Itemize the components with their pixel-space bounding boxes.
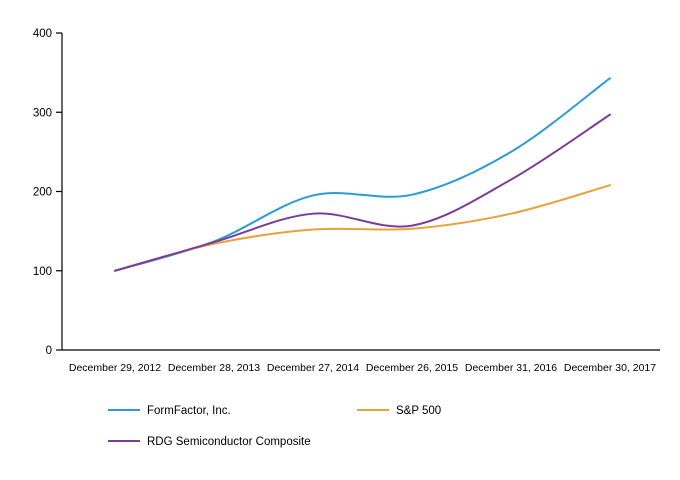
series-line-s-p-500 [114,184,611,272]
y-axis-tick-label: 0 [46,345,52,357]
x-axis-tick-label: December 26, 2015 [366,362,458,374]
x-axis-tick-label: December 30, 2017 [564,362,656,374]
x-axis-tick-label: December 28, 2013 [168,362,260,374]
legend-label-formfactor-inc-: FormFactor, Inc. [147,405,231,417]
y-axis-tick-label: 300 [33,107,52,119]
y-axis-tick-label: 200 [33,187,52,199]
series-line-rdg-semiconductor-composite [114,113,611,272]
x-axis-tick-label: December 27, 2014 [267,362,359,374]
legend-label-rdg-semiconductor-composite: RDG Semiconductor Composite [147,436,311,448]
legend-label-s-p-500: S&P 500 [396,405,441,417]
y-axis-tick-label: 100 [33,266,52,278]
x-axis-tick-label: December 31, 2016 [465,362,557,374]
x-axis-tick-label: December 29, 2012 [69,362,161,374]
y-axis-tick-label: 400 [33,28,52,40]
series-line-formfactor-inc- [114,77,611,272]
